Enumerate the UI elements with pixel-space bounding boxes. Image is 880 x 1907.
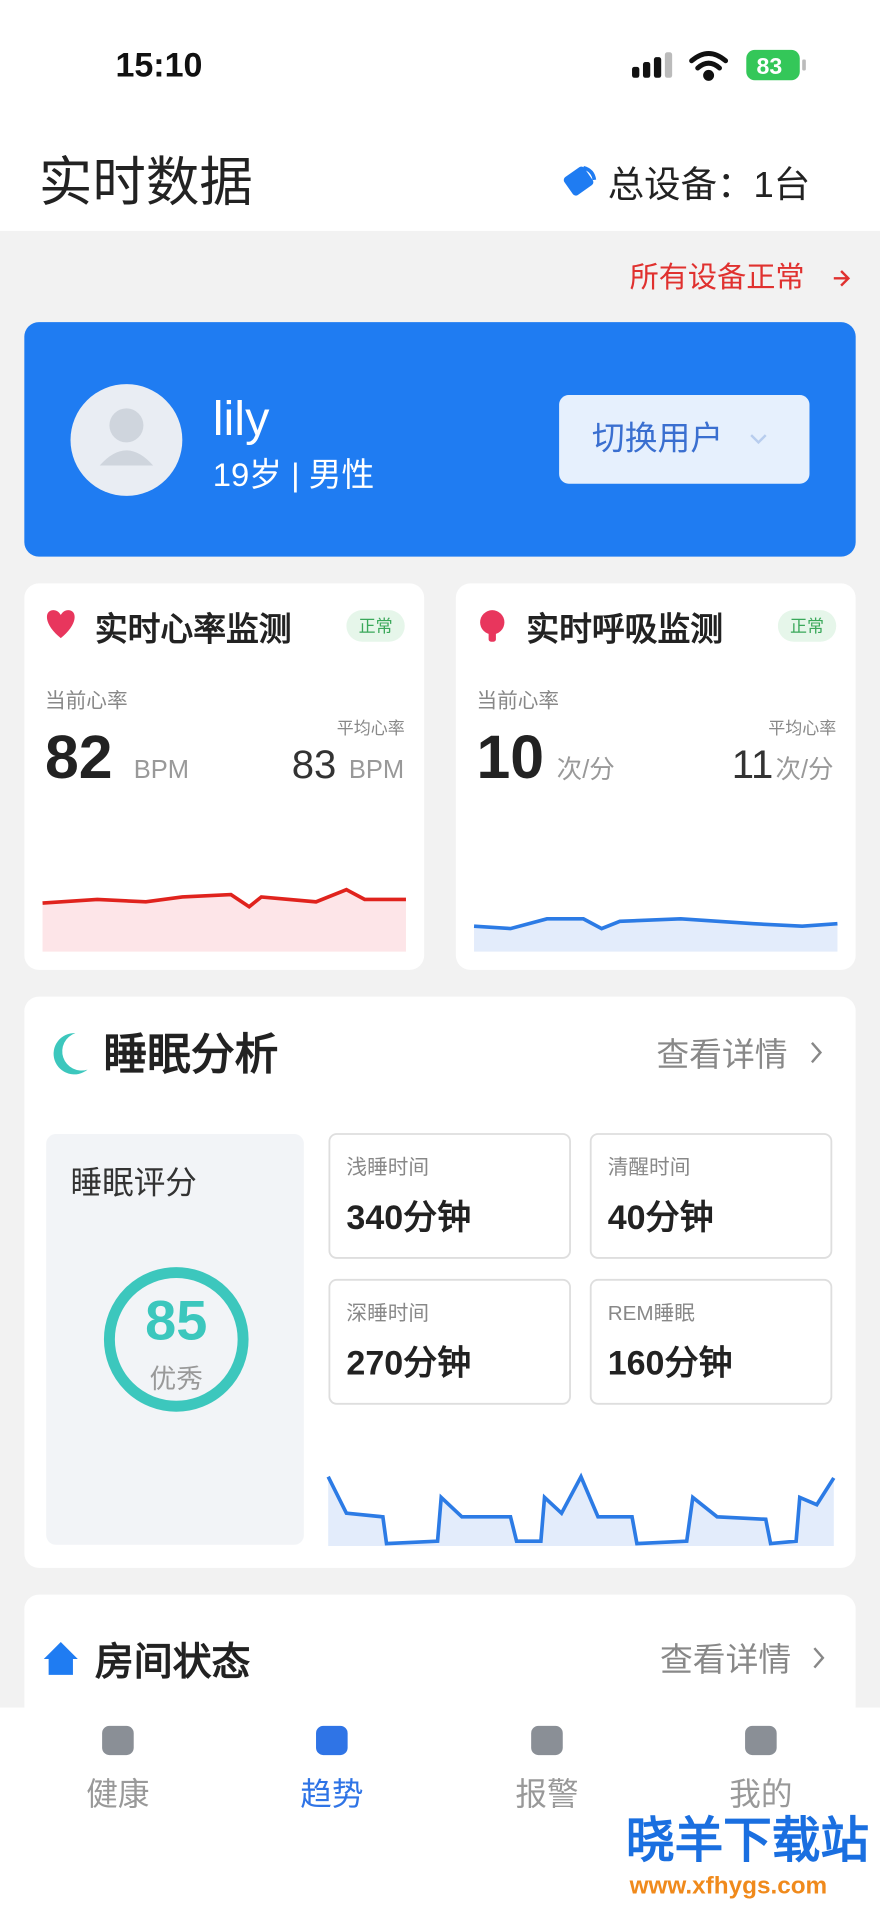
stat-value: 270分钟 — [346, 1345, 471, 1383]
breath-sparkline — [473, 917, 838, 931]
score-label: 睡眠评分 — [71, 1165, 197, 1201]
battery-tip — [802, 59, 806, 71]
score-value: 85 — [145, 1288, 207, 1351]
heart-unit: BPM — [134, 756, 189, 784]
tab-label[interactable]: 趋势 — [300, 1776, 363, 1812]
score-grade: 优秀 — [150, 1364, 203, 1394]
user-name: lily — [213, 392, 270, 446]
breath-icon — [480, 610, 505, 642]
signal-icon — [632, 52, 673, 78]
link-arrow — [833, 270, 851, 287]
status-link[interactable]: 所有设备正常 — [630, 261, 805, 294]
room-title: 房间状态 — [95, 1641, 251, 1684]
tab-icon — [745, 1725, 777, 1756]
watermark-text: 晓羊下载站 — [626, 1814, 869, 1868]
user-card — [24, 322, 856, 557]
heart-icon — [46, 610, 75, 639]
stat-label: 浅睡时间 — [346, 1156, 429, 1179]
stat-box — [328, 1133, 571, 1259]
dropdown-chevron — [750, 434, 767, 445]
score-ring — [103, 1267, 249, 1412]
breath-current-label: 当前心率 — [476, 689, 559, 712]
device-count: 总设备：1台 — [608, 164, 811, 205]
stat-box — [328, 1278, 571, 1405]
stat-label: 深睡时间 — [346, 1302, 429, 1325]
battery-level: 83 — [757, 53, 783, 79]
switch-user-label[interactable]: 切换用户 — [592, 420, 723, 457]
stat-box — [589, 1278, 833, 1405]
tab-bar — [0, 1707, 880, 1907]
home-icon — [43, 1642, 78, 1675]
moon-icon — [53, 1033, 88, 1075]
watermark-url: www.xfhygs.com — [629, 1873, 828, 1900]
tab-icon — [316, 1725, 348, 1756]
heart-avg-unit: BPM — [349, 756, 404, 784]
stat-value: 340分钟 — [346, 1199, 471, 1237]
heart-badge — [346, 610, 405, 642]
avatar-silhouette — [99, 408, 154, 466]
heart-card — [24, 583, 425, 970]
breath-current: 10 — [476, 723, 544, 791]
breath-badge — [777, 610, 837, 642]
breath-sparkline-fill — [474, 918, 838, 952]
room-card — [24, 1594, 856, 1741]
breath-card — [455, 583, 856, 970]
status-time: 15:10 — [115, 47, 202, 85]
stat-label: REM睡眠 — [608, 1302, 696, 1325]
heart-current: 82 — [45, 723, 113, 791]
breath-avg-label: 平均心率 — [768, 719, 836, 738]
stat-value: 160分钟 — [608, 1345, 733, 1383]
tab-label[interactable]: 报警 — [515, 1776, 578, 1812]
heart-title: 实时心率监测 — [95, 611, 292, 648]
heart-sparkline-fill — [42, 889, 406, 952]
device-icon — [563, 165, 597, 196]
heart-sparkline — [42, 887, 406, 909]
breath-avg: 11 — [732, 743, 774, 787]
sleep-chart-fill — [328, 1476, 834, 1547]
sleep-more-chevron — [811, 1042, 823, 1064]
tab-icon — [531, 1725, 563, 1756]
heart-avg: 83 — [292, 743, 337, 787]
page-title: 实时数据 — [39, 154, 253, 213]
sleep-chart — [326, 1472, 836, 1546]
sleep-title: 睡眠分析 — [103, 1031, 278, 1080]
heart-current-label: 当前心率 — [45, 689, 128, 712]
breath-badge-label: 正常 — [790, 617, 824, 636]
breath-unit: 次/分 — [557, 756, 615, 784]
room-more-chevron — [813, 1647, 825, 1669]
heart-badge-label: 正常 — [359, 617, 393, 636]
switch-user-button[interactable] — [559, 395, 810, 484]
tab-label[interactable]: 我的 — [729, 1776, 792, 1812]
breath-title: 实时呼吸监测 — [526, 611, 723, 648]
score-panel — [46, 1133, 304, 1545]
room-more[interactable]: 查看详情 — [660, 1641, 791, 1678]
battery — [746, 49, 800, 81]
tab-label[interactable]: 健康 — [86, 1776, 149, 1812]
tab-icon — [102, 1725, 134, 1756]
stat-label: 清醒时间 — [608, 1156, 691, 1179]
stat-box — [589, 1133, 833, 1259]
heart-avg-label: 平均心率 — [337, 719, 405, 738]
sleep-more[interactable]: 查看详情 — [656, 1036, 787, 1073]
wifi-icon — [689, 51, 729, 81]
breath-avg-unit: 次/分 — [775, 756, 833, 784]
stat-value: 40分钟 — [608, 1199, 714, 1237]
user-info: 19岁 | 男性 — [213, 456, 375, 493]
